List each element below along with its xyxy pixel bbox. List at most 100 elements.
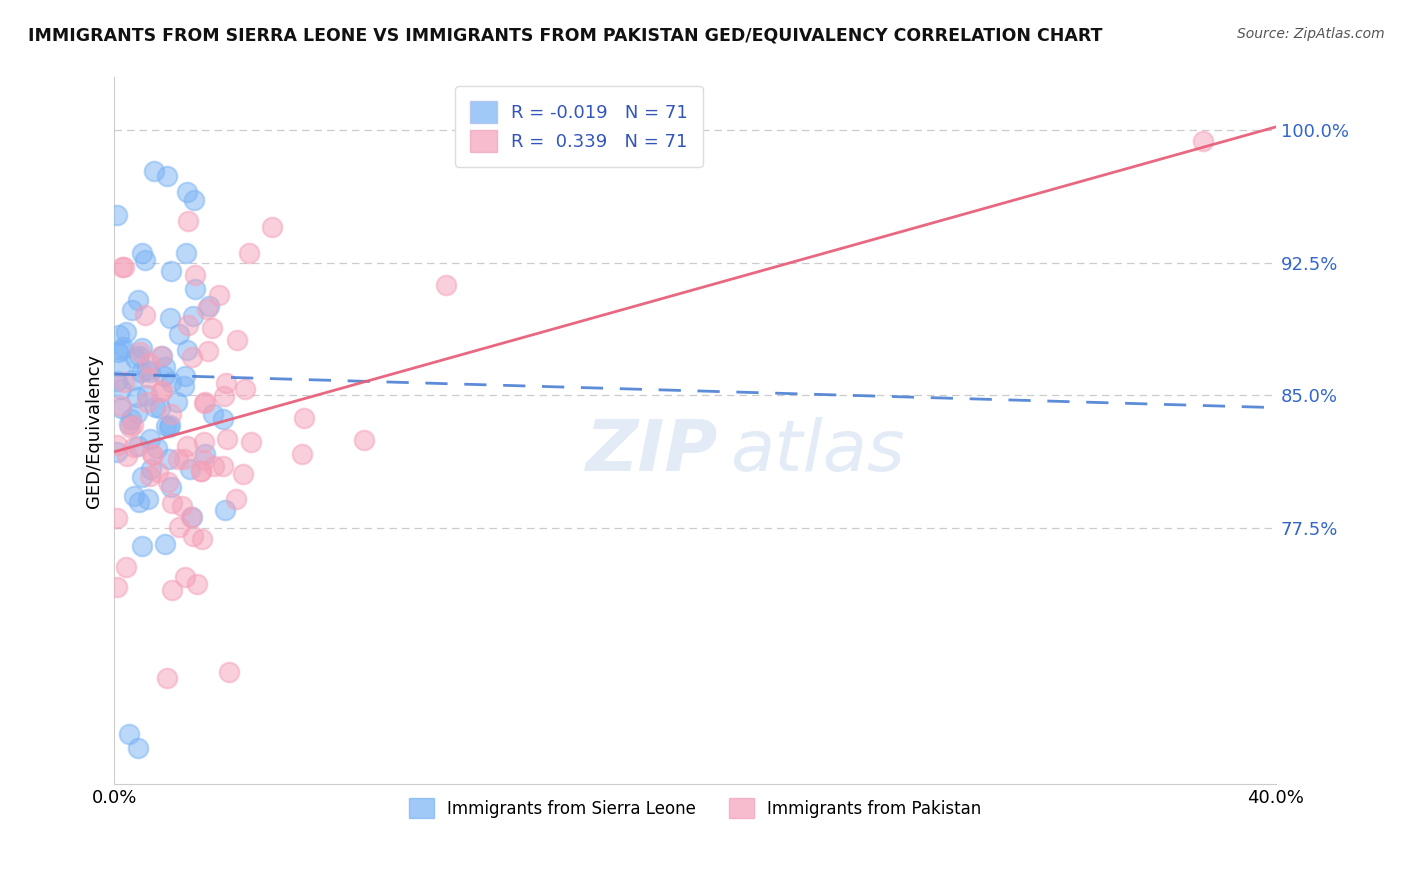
Point bbox=[131, 540, 153, 554]
Point bbox=[434, 277, 457, 292]
Point bbox=[156, 671, 179, 685]
Point bbox=[105, 208, 128, 222]
Point bbox=[225, 333, 247, 347]
Point bbox=[173, 379, 195, 393]
Legend: Immigrants from Sierra Leone, Immigrants from Pakistan: Immigrants from Sierra Leone, Immigrants… bbox=[402, 791, 988, 825]
Point bbox=[156, 475, 179, 489]
Point bbox=[115, 560, 138, 574]
Point bbox=[131, 341, 153, 355]
Point bbox=[136, 394, 159, 409]
Point bbox=[176, 343, 198, 358]
Point bbox=[184, 282, 207, 296]
Text: ZIP: ZIP bbox=[586, 417, 718, 486]
Point bbox=[194, 447, 217, 461]
Point bbox=[131, 470, 153, 484]
Point bbox=[181, 509, 204, 524]
Point bbox=[179, 462, 201, 476]
Point bbox=[190, 464, 212, 478]
Point bbox=[145, 401, 167, 415]
Point bbox=[176, 439, 198, 453]
Point bbox=[180, 510, 202, 524]
Point bbox=[207, 288, 229, 302]
Point bbox=[214, 503, 236, 517]
Point bbox=[146, 465, 169, 479]
Point bbox=[181, 310, 204, 324]
Point bbox=[173, 369, 195, 384]
Point bbox=[105, 580, 128, 594]
Point bbox=[129, 365, 152, 379]
Point bbox=[201, 407, 224, 421]
Point bbox=[115, 449, 138, 463]
Point bbox=[291, 447, 314, 461]
Point bbox=[128, 345, 150, 359]
Point bbox=[166, 394, 188, 409]
Point bbox=[156, 169, 179, 184]
Point bbox=[127, 293, 149, 307]
Point bbox=[190, 532, 212, 546]
Point bbox=[155, 359, 177, 374]
Point bbox=[136, 491, 159, 506]
Point bbox=[127, 741, 149, 756]
Point bbox=[212, 458, 235, 473]
Point bbox=[138, 356, 160, 370]
Point bbox=[159, 479, 181, 493]
Point bbox=[142, 448, 165, 462]
Point bbox=[146, 442, 169, 456]
Point bbox=[112, 375, 135, 389]
Point bbox=[193, 395, 215, 409]
Point bbox=[183, 268, 205, 283]
Point bbox=[105, 510, 128, 524]
Point bbox=[142, 164, 165, 178]
Point bbox=[120, 420, 142, 434]
Point bbox=[176, 185, 198, 199]
Point bbox=[112, 260, 135, 275]
Point bbox=[125, 390, 148, 404]
Point bbox=[139, 468, 162, 483]
Point bbox=[153, 537, 176, 551]
Point bbox=[169, 326, 191, 341]
Point bbox=[127, 439, 149, 453]
Point bbox=[122, 441, 145, 455]
Point bbox=[193, 453, 215, 467]
Point bbox=[121, 302, 143, 317]
Point bbox=[141, 462, 163, 476]
Point bbox=[172, 500, 194, 514]
Point bbox=[173, 569, 195, 583]
Point bbox=[150, 349, 173, 363]
Point bbox=[111, 343, 134, 357]
Point bbox=[157, 452, 180, 467]
Point bbox=[141, 447, 163, 461]
Point bbox=[159, 264, 181, 278]
Point bbox=[122, 417, 145, 432]
Point bbox=[136, 388, 159, 402]
Point bbox=[138, 371, 160, 385]
Point bbox=[118, 417, 141, 432]
Point bbox=[124, 489, 146, 503]
Point bbox=[167, 520, 190, 534]
Point bbox=[150, 383, 173, 397]
Point bbox=[197, 302, 219, 317]
Point bbox=[139, 432, 162, 446]
Point bbox=[180, 350, 202, 364]
Point bbox=[160, 407, 183, 421]
Point bbox=[159, 311, 181, 326]
Point bbox=[166, 452, 188, 467]
Point bbox=[128, 494, 150, 508]
Point bbox=[160, 496, 183, 510]
Point bbox=[197, 344, 219, 359]
Point bbox=[225, 491, 247, 506]
Point bbox=[173, 452, 195, 467]
Point bbox=[157, 420, 180, 434]
Point bbox=[110, 399, 132, 413]
Text: Source: ZipAtlas.com: Source: ZipAtlas.com bbox=[1237, 27, 1385, 41]
Point bbox=[193, 396, 215, 410]
Point bbox=[353, 434, 375, 448]
Point bbox=[190, 464, 212, 478]
Point bbox=[105, 438, 128, 452]
Point bbox=[125, 406, 148, 420]
Point bbox=[105, 445, 128, 459]
Point bbox=[111, 340, 134, 354]
Point bbox=[131, 245, 153, 260]
Point bbox=[118, 727, 141, 741]
Y-axis label: GED/Equivalency: GED/Equivalency bbox=[86, 353, 103, 508]
